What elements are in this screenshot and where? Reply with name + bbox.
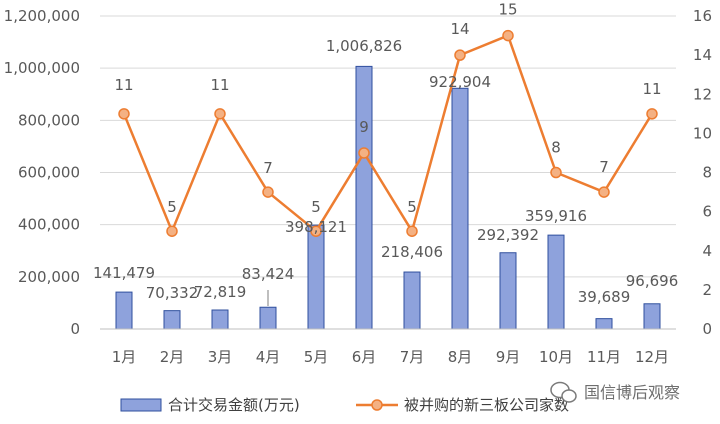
line-data-label: 8 xyxy=(551,139,561,157)
line-data-label: 7 xyxy=(599,158,609,176)
bar xyxy=(115,291,133,330)
bar xyxy=(355,65,373,330)
legend-label-line: 被并购的新三板公司家数 xyxy=(404,396,569,414)
bar-data-label: 359,916 xyxy=(525,207,587,225)
bar-data-label: 292,392 xyxy=(477,226,539,244)
line-data-label: 9 xyxy=(359,118,369,136)
left-tick-label: 800,000 xyxy=(18,111,80,129)
line-path xyxy=(122,34,654,233)
line-data-label: 11 xyxy=(642,80,661,98)
right-tick-label: 14 xyxy=(693,46,712,64)
line-point xyxy=(118,108,130,120)
x-tick-label: 5月 xyxy=(304,348,329,366)
wechat-bubble-small xyxy=(561,389,577,403)
bar-data-label: 398,121 xyxy=(285,218,347,236)
bar-data-label: 83,424 xyxy=(242,265,295,283)
legend[interactable]: 合计交易金额(万元) 被并购的新三板公司家数 xyxy=(120,396,569,414)
bar xyxy=(451,87,469,330)
line-point xyxy=(454,49,466,61)
right-tick-label: 4 xyxy=(702,242,712,260)
bar-data-label: 218,406 xyxy=(381,243,443,261)
bar xyxy=(211,309,229,330)
line-point xyxy=(550,166,562,179)
bar-data-label: 1,006,826 xyxy=(326,37,402,55)
line-point xyxy=(502,29,514,42)
x-tick-label: 1月 xyxy=(112,348,137,366)
bar-data-label: 141,479 xyxy=(93,264,155,282)
line-data-label: 11 xyxy=(210,76,229,94)
bar xyxy=(643,303,661,330)
left-tick-label: 0 xyxy=(70,320,80,338)
bar xyxy=(307,224,325,330)
x-tick-label: 3月 xyxy=(208,348,233,366)
line-point xyxy=(214,108,226,120)
right-tick-label: 12 xyxy=(693,85,712,103)
line-data-label: 14 xyxy=(450,20,469,38)
legend-swatch-marker xyxy=(371,399,383,411)
line-point xyxy=(358,147,370,159)
left-tick-label: 400,000 xyxy=(18,216,80,234)
line-point xyxy=(310,225,322,237)
line-point xyxy=(262,186,274,198)
line-series xyxy=(118,29,658,237)
right-tick-label: 2 xyxy=(702,281,712,299)
x-tick-label: 2月 xyxy=(160,348,185,366)
line-data-label: 11 xyxy=(114,76,133,94)
line-data-label: 7 xyxy=(263,159,273,177)
line-data-label: 5 xyxy=(407,198,417,216)
bar xyxy=(595,318,613,330)
line-point xyxy=(598,186,610,198)
right-tick-label: 6 xyxy=(702,203,712,221)
left-tick-label: 200,000 xyxy=(18,268,80,286)
bar xyxy=(403,271,421,330)
watermark-text: 国信博后观察 xyxy=(584,383,680,402)
left-y-axis: 0 200,000 400,000 600,000 800,000 1,000,000 1,… xyxy=(4,7,80,338)
bar xyxy=(499,252,517,330)
legend-label-bar: 合计交易金额(万元) xyxy=(168,396,300,414)
x-tick-label: 12月 xyxy=(635,348,669,366)
left-tick-label: 1,000,000 xyxy=(4,59,80,77)
x-tick-label: 9月 xyxy=(496,348,521,366)
gridlines xyxy=(100,15,676,278)
bar-data-label: 39,689 xyxy=(578,288,631,306)
x-tick-label: 7月 xyxy=(400,348,425,366)
watermark: 国信博后观察 xyxy=(550,381,680,403)
bar-series xyxy=(115,65,661,330)
bar-data-label: 70,332 xyxy=(146,284,199,302)
right-y-axis: 0 2 4 6 8 10 12 14 16 xyxy=(693,7,712,338)
line-point xyxy=(406,225,418,237)
bar xyxy=(163,310,181,330)
right-tick-label: 16 xyxy=(693,7,712,25)
bar xyxy=(547,234,565,330)
x-tick-label: 11月 xyxy=(587,348,621,366)
legend-swatch-bar xyxy=(120,398,162,412)
right-tick-label: 8 xyxy=(702,164,712,182)
left-tick-label: 1,200,000 xyxy=(4,7,80,25)
x-tick-label: 4月 xyxy=(256,348,281,366)
bar-data-label: 922,904 xyxy=(429,73,491,91)
left-tick-label: 600,000 xyxy=(18,164,80,182)
line-data-label: 5 xyxy=(311,198,321,216)
line-data-label: 15 xyxy=(498,1,517,19)
line-point xyxy=(646,108,658,120)
x-tick-label: 6月 xyxy=(352,348,377,366)
line-data-label: 5 xyxy=(167,198,177,216)
x-tick-label: 8月 xyxy=(448,348,473,366)
x-tick-label: 10月 xyxy=(539,348,573,366)
right-tick-label: 10 xyxy=(693,124,712,142)
wechat-icon xyxy=(550,381,577,403)
bar xyxy=(259,306,277,330)
x-axis: 1月 2月 3月 4月 5月 6月 7月 8月 9月 10月 11月 12月 xyxy=(100,328,676,366)
right-tick-label: 0 xyxy=(702,320,712,338)
bar-data-label: 96,696 xyxy=(626,272,679,290)
line-point xyxy=(166,225,178,237)
bar-data-label: 72,819 xyxy=(194,283,247,301)
